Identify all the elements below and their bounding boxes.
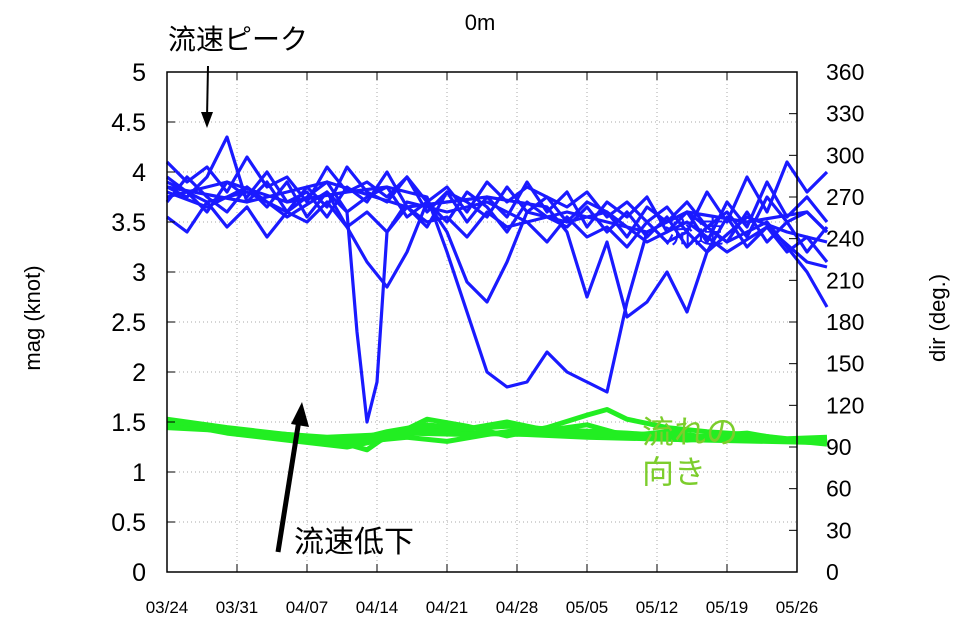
y-left-tick-label: 1 [132, 459, 146, 487]
speed-series-group [165, 135, 829, 424]
drop-arrow-head [291, 402, 309, 427]
x-tick-label: 03/24 [146, 598, 189, 617]
x-tick-label: 04/28 [496, 598, 539, 617]
peak-arrow-head [201, 112, 213, 128]
chart-title: 0m [465, 10, 496, 35]
ticks: 03/24 03/31 04/07 04/14 04/21 04/28 05/05 05/12… [111, 59, 864, 617]
y-axis-label-left: mag (knot) [20, 265, 45, 370]
y-right-tick-label: 150 [826, 351, 864, 377]
direction-series-group [166, 407, 828, 453]
y-right-tick-label: 360 [826, 59, 864, 85]
y-left-tick-label: 2 [132, 359, 146, 387]
speed-series-line [165, 155, 829, 234]
drop-arrow [275, 419, 302, 553]
y-left-tick-label: 0 [132, 559, 146, 587]
y-left-tick-label: 3.5 [111, 209, 146, 237]
x-tick-label: 03/31 [216, 598, 259, 617]
speed-series-line [166, 185, 828, 304]
y-left-tick-label: 0.5 [111, 509, 146, 537]
x-tick-label: 05/19 [706, 598, 749, 617]
speed-series-line [166, 180, 829, 424]
y-right-tick-label: 90 [826, 434, 852, 460]
direction-series-label-line1: 流れの [642, 414, 738, 450]
y-left-tick-label: 1.5 [111, 409, 146, 437]
peak-annotation-label: 流速ピーク [168, 24, 308, 55]
speed-series-line [166, 180, 829, 394]
x-tick-label: 04/07 [286, 598, 329, 617]
y-left-tick-label: 4 [132, 159, 146, 187]
x-tick-label: 04/21 [426, 598, 469, 617]
x-tick-label: 05/12 [636, 598, 679, 617]
speed-series-line [166, 170, 829, 239]
y-right-tick-label: 210 [826, 267, 864, 293]
y-right-tick-label: 120 [826, 392, 864, 418]
x-tick-label: 05/05 [566, 598, 609, 617]
y-right-tick-label: 180 [826, 309, 864, 335]
y-left-tick-label: 4.5 [111, 109, 146, 137]
peak-arrow [206, 65, 209, 119]
x-tick-label: 05/26 [776, 598, 819, 617]
y-right-tick-label: 30 [826, 517, 852, 543]
y-left-tick-label: 5 [132, 59, 146, 87]
y-right-tick-label: 300 [826, 142, 864, 168]
y-right-tick-label: 330 [826, 101, 864, 127]
speed-series-label: 流速 [664, 217, 724, 250]
y-right-tick-label: 270 [826, 184, 864, 210]
y-left-tick-label: 2.5 [111, 309, 146, 337]
y-axis-label-right: dir (deg.) [925, 274, 950, 362]
drop-annotation-label: 流速低下 [294, 526, 414, 559]
y-right-tick-label: 0 [826, 559, 839, 585]
direction-series-label-line2: 向き [642, 454, 706, 490]
y-right-tick-label: 240 [826, 226, 864, 252]
y-left-tick-label: 3 [132, 259, 146, 287]
x-tick-label: 04/14 [356, 598, 399, 617]
y-right-tick-label: 60 [826, 476, 852, 502]
speed-series-line [166, 180, 828, 319]
